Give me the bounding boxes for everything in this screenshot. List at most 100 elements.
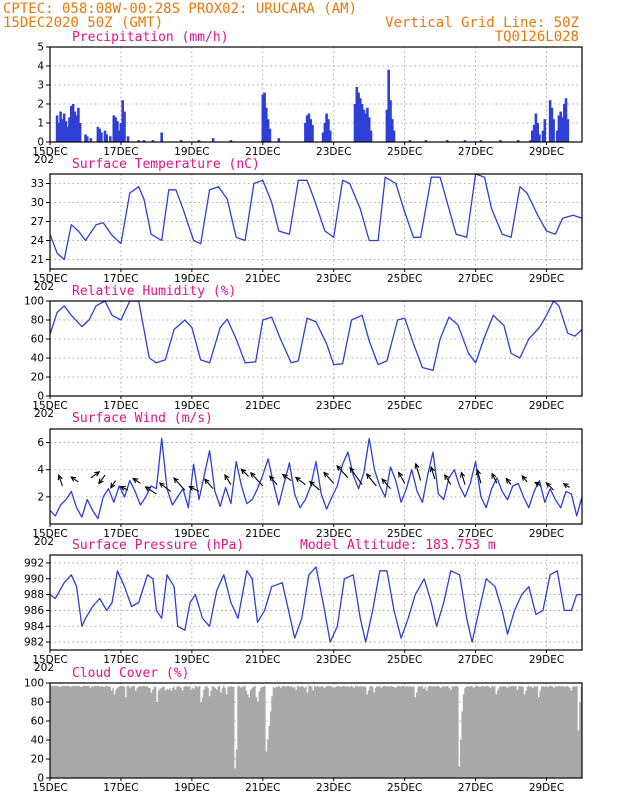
precip-bar <box>197 140 201 142</box>
rh-series-line <box>49 300 583 372</box>
precip-bar <box>121 100 124 142</box>
rh-frame <box>49 300 583 397</box>
precip-bar <box>311 124 314 142</box>
temp-ytick-label: 27 <box>31 216 44 228</box>
precip-bar <box>550 107 554 142</box>
precip-bar <box>98 128 101 142</box>
wind-arrow <box>159 482 171 492</box>
cloud-ytick-label: 20 <box>31 754 44 766</box>
precip-bar <box>563 104 566 142</box>
rh-xtick-label: 15DEC <box>32 400 67 412</box>
temp-ytick-label: 21 <box>31 254 44 266</box>
wind-panel: 2 4 6 15DEC 17DEC 19DEC 21DEC 23DEC 25DEC 27DEC 29… <box>32 428 583 548</box>
cloud-xtick-label: 23DEC <box>316 782 351 794</box>
wind-arrow-head <box>429 465 436 473</box>
precip-bar <box>557 115 561 142</box>
precip-xtick-label: 27DEC <box>458 146 493 158</box>
wind-arrow-head <box>249 471 256 478</box>
precip-panel: 0 1 2 3 4 5 15DEC 17DEC 19DEC 21DEC 23DEC 25DEC 27DE… <box>32 42 583 166</box>
wind-arrow <box>444 474 452 485</box>
pres-xtick-label: 21DEC <box>245 654 280 666</box>
precip-bar <box>566 119 570 142</box>
precip-bar <box>534 113 538 142</box>
rh-xtick-label: 19DEC <box>174 400 209 412</box>
precip-bar <box>268 128 272 142</box>
header-station-line: CPTEC: 058:08W-00:28S PROX02: URUCARA (A… <box>3 1 357 17</box>
precip-bar <box>73 111 77 142</box>
rh-xtick-label: 27DEC <box>458 400 493 412</box>
pres-xtick-label: 23DEC <box>316 654 351 666</box>
precip-bar <box>137 140 140 142</box>
temp-xtick-label: 23DEC <box>316 273 351 285</box>
cloud-ytick-label: 0 <box>37 773 44 785</box>
precip-bar <box>179 140 183 142</box>
wind-arrow-head <box>281 473 288 480</box>
precip-bar <box>355 86 359 142</box>
wind-arrow <box>120 486 129 491</box>
wind-arrow <box>173 477 186 491</box>
temp-xtick-label: 27DEC <box>458 273 493 285</box>
rh-title: Relative Humidity (%) <box>72 284 236 299</box>
wind-xtick-label: 21DEC <box>245 528 280 540</box>
wind-arrow <box>110 480 117 489</box>
precip-bar <box>328 130 332 142</box>
wind-arrow-head <box>70 476 77 482</box>
precip-bar <box>387 69 390 142</box>
pres-ytick-label: 984 <box>24 621 44 633</box>
wind-arrow <box>90 471 100 479</box>
wind-ytick-label: 6 <box>37 437 44 449</box>
precip-bar <box>229 140 233 142</box>
precip-bar <box>109 136 112 142</box>
precip-bar <box>389 100 392 142</box>
pres-series-line <box>49 566 582 643</box>
wind-arrow-head <box>414 462 420 469</box>
temp-year-cut: 202 <box>34 281 54 293</box>
precip-bar <box>357 92 360 142</box>
rh-xtick-label: 25DEC <box>387 400 422 412</box>
precip-bar <box>57 123 61 142</box>
precip-bar <box>548 100 552 142</box>
temp-ytick-label: 33 <box>31 178 44 190</box>
rh-ytick-label: 80 <box>31 315 44 327</box>
precip-bar <box>555 130 559 142</box>
wind-xtick-label: 19DEC <box>174 528 209 540</box>
pres-xtick-label: 25DEC <box>387 654 422 666</box>
wind-arrow-head <box>98 478 104 485</box>
precip-bar <box>564 98 568 142</box>
cloud-xtick-label: 29DEC <box>529 782 564 794</box>
precip-bar <box>263 92 266 142</box>
wind-arrow <box>309 481 320 491</box>
pres-ytick-label: 988 <box>24 589 44 601</box>
wind-arrow <box>204 478 214 490</box>
rh-ytick-label: 0 <box>37 391 44 403</box>
wind-arrow-head <box>158 482 165 488</box>
precip-bar <box>100 132 103 142</box>
wind-arrow <box>250 472 264 487</box>
wind-year-cut: 202 <box>34 536 54 548</box>
temp-xtick-label: 19DEC <box>174 273 209 285</box>
wind-xtick-label: 15DEC <box>32 528 67 540</box>
wind-arrow <box>336 465 349 479</box>
wind-arrow-head <box>224 473 230 481</box>
precip-bar <box>536 123 539 142</box>
wind-arrow <box>381 478 391 490</box>
wind-arrow-head <box>336 464 342 471</box>
precip-bar <box>66 126 69 142</box>
precip-bar <box>321 132 325 142</box>
precip-xtick-label: 19DEC <box>174 146 209 158</box>
temp-ytick-label: 24 <box>31 235 45 247</box>
wind-arrow-head <box>521 474 527 481</box>
cloud-frame <box>49 682 583 779</box>
precip-bar <box>424 140 428 142</box>
precip-xtick-label: 29DEC <box>529 146 564 158</box>
precip-bar <box>364 113 367 142</box>
precip-ytick-label: 1 <box>37 118 44 130</box>
precip-bar <box>305 115 309 142</box>
temp-xtick-label: 25DEC <box>387 273 422 285</box>
wind-direction-arrows <box>57 462 570 495</box>
precip-bar <box>307 113 311 142</box>
pres-title: Surface Pressure (hPa) <box>72 538 244 553</box>
rh-year-cut: 202 <box>34 408 54 420</box>
pres-ytick-label: 986 <box>24 605 44 617</box>
wind-arrow <box>98 474 106 484</box>
